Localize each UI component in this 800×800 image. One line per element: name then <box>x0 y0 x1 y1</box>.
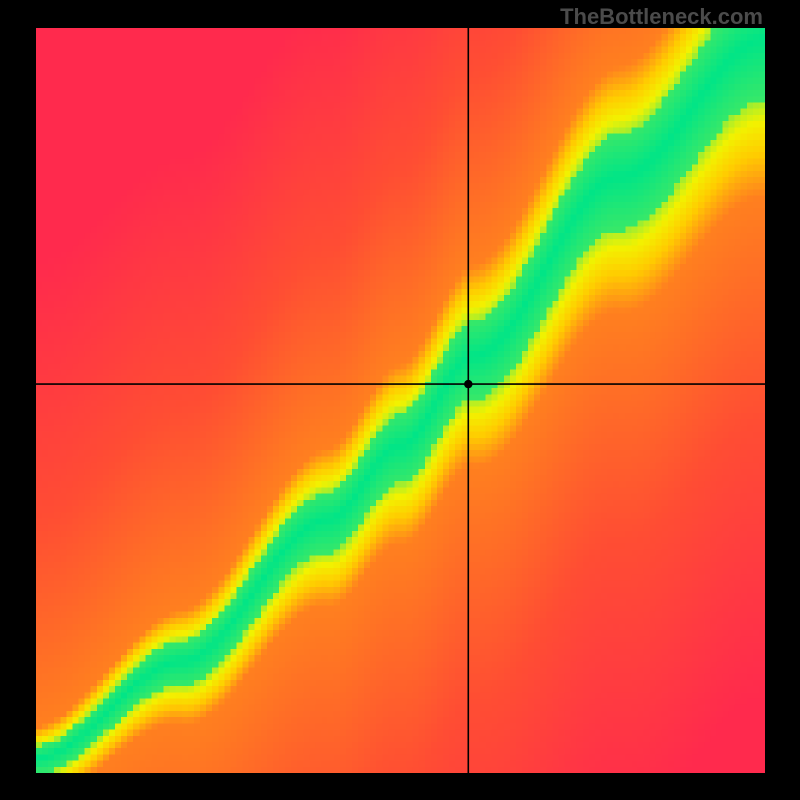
watermark-text: TheBottleneck.com <box>560 4 763 30</box>
figure-container: TheBottleneck.com <box>0 0 800 800</box>
bottleneck-heatmap <box>36 28 765 773</box>
